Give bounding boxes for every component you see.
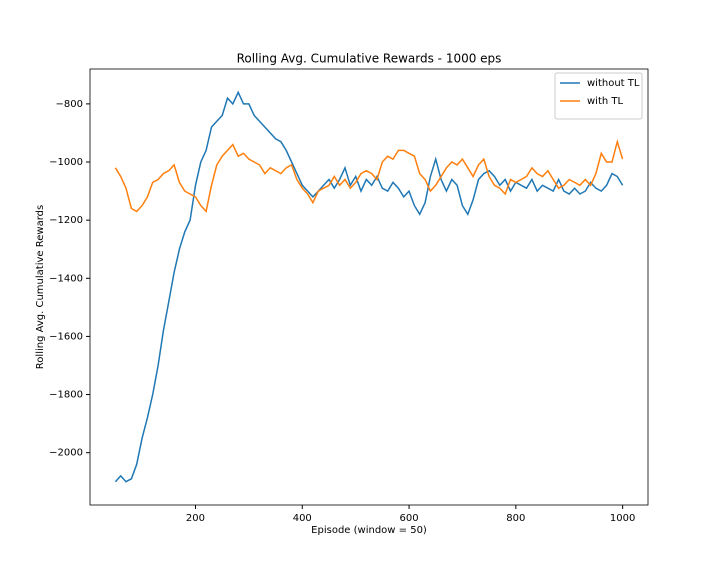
legend-label: with TL — [587, 96, 624, 107]
y-tick-label: −1200 — [49, 215, 83, 226]
x-tick-label: 600 — [400, 513, 419, 524]
x-tick-label: 1000 — [610, 513, 635, 524]
x-tick-label: 200 — [186, 513, 205, 524]
chart-title: Rolling Avg. Cumulative Rewards - 1000 e… — [237, 52, 502, 66]
y-tick-label: −1600 — [49, 331, 83, 342]
legend-box — [554, 72, 643, 120]
y-tick-label: −1400 — [49, 273, 83, 284]
y-tick-label: −800 — [56, 99, 83, 110]
x-axis-label: Episode (window = 50) — [311, 525, 427, 536]
y-tick-label: −1000 — [49, 157, 83, 168]
x-tick-label: 400 — [293, 513, 312, 524]
legend-label: without TL — [587, 78, 640, 89]
series-line — [114, 90, 624, 483]
y-tick-label: −1800 — [49, 390, 83, 401]
plot-frame — [89, 68, 649, 506]
y-tick-label: −2000 — [49, 448, 83, 459]
series-line — [114, 138, 624, 213]
y-axis-label: Rolling Avg. Cumulative Rewards — [35, 205, 46, 369]
x-tick-label: 800 — [506, 513, 525, 524]
